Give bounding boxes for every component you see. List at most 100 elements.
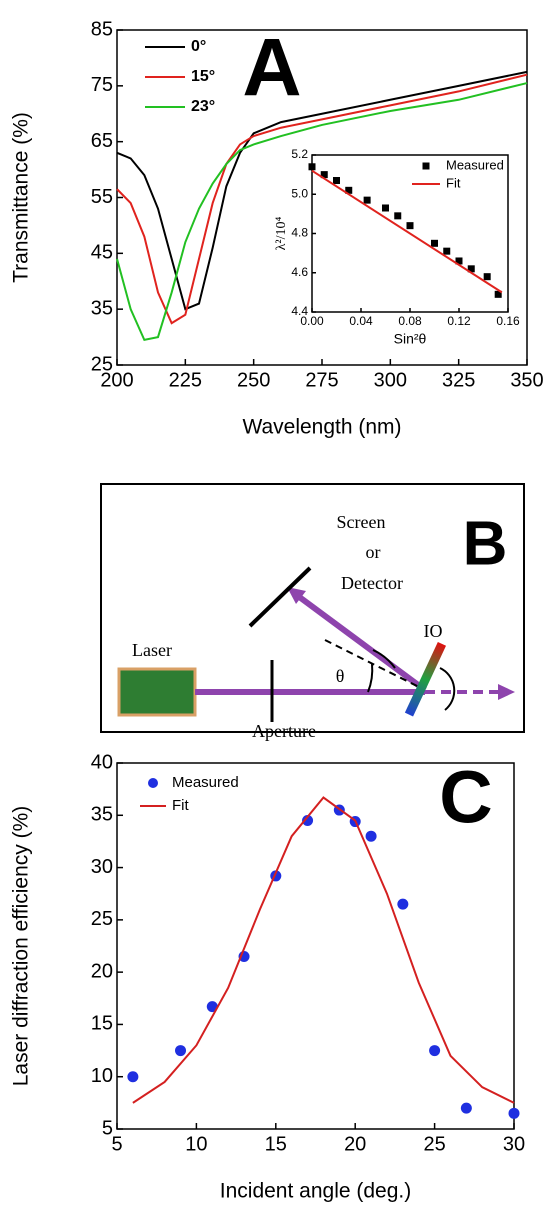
label: IO <box>424 621 443 641</box>
y-tick-label: 45 <box>91 242 113 264</box>
series-line <box>116 70 528 311</box>
point <box>320 171 328 179</box>
point <box>302 815 314 827</box>
label: or <box>366 542 381 562</box>
legend-swatch <box>422 162 430 170</box>
screen <box>248 566 312 628</box>
angle-arc <box>367 663 374 693</box>
legend-swatch <box>148 778 158 788</box>
point <box>455 257 463 265</box>
point <box>397 898 409 910</box>
x-tick-label: 300 <box>374 369 407 391</box>
y-tick-label: 4.4 <box>291 304 308 318</box>
point <box>508 1107 520 1119</box>
point <box>365 830 377 842</box>
point <box>206 1001 218 1013</box>
point <box>443 247 451 255</box>
point <box>127 1071 139 1083</box>
diagram-frame <box>100 483 525 733</box>
x-tick-label: 0.12 <box>447 314 471 328</box>
point <box>308 163 316 171</box>
beam-diffracted <box>296 593 427 693</box>
series-line <box>116 82 528 342</box>
diagram: Screen or Detector B Laser Aperture θ IO <box>100 483 525 741</box>
point <box>394 212 402 220</box>
point <box>363 196 371 204</box>
y-tick-label: 40 <box>91 751 113 773</box>
point <box>429 1045 441 1057</box>
y-tick-label: 5.2 <box>291 147 308 161</box>
sample <box>404 641 447 717</box>
x-tick-label: 325 <box>442 369 475 391</box>
x-tick-label: 30 <box>503 1133 525 1155</box>
legend-label: Fit <box>172 797 189 814</box>
point <box>345 186 353 194</box>
label: Aperture <box>252 721 316 741</box>
legend-label: 15° <box>191 68 215 85</box>
label: Detector <box>341 573 403 593</box>
y-tick-label: 55 <box>91 186 113 208</box>
arrow <box>287 587 306 604</box>
legend-label: Measured <box>172 774 239 791</box>
x-axis-label: Wavelength (nm) <box>242 416 401 439</box>
normal-line <box>324 639 426 691</box>
point <box>382 204 389 212</box>
point <box>483 273 491 281</box>
point <box>494 290 502 298</box>
rotation-arrow <box>439 667 456 711</box>
x-axis-label: Sin²θ <box>394 331 427 347</box>
x-tick-label: 0.04 <box>349 314 373 328</box>
y-tick-label: 25 <box>91 908 113 930</box>
series-line <box>311 169 503 294</box>
series-line <box>132 796 515 1104</box>
x-tick-label: 225 <box>169 369 202 391</box>
y-tick-label: 35 <box>91 297 113 319</box>
point <box>431 239 438 247</box>
panel-letter: C <box>439 756 492 839</box>
label: Laser <box>132 640 172 660</box>
y-tick-label: 75 <box>91 74 113 96</box>
y-tick-label: 35 <box>91 804 113 826</box>
point <box>175 1045 187 1057</box>
y-tick-label: 65 <box>91 130 113 152</box>
panel-letter: B <box>463 509 508 578</box>
series-line <box>116 73 528 325</box>
x-tick-label: 200 <box>100 369 133 391</box>
y-tick-label: 4.8 <box>291 226 308 240</box>
legend-label: Measured <box>446 157 504 172</box>
point <box>467 265 475 273</box>
y-axis-label: Transmittance (%) <box>10 112 33 283</box>
y-axis-label: Laser diffraction efficiency (%) <box>10 806 33 1087</box>
arrow <box>498 684 515 700</box>
x-tick-label: 25 <box>423 1133 445 1155</box>
x-tick-label: 15 <box>265 1133 287 1155</box>
point <box>460 1102 472 1114</box>
plot-frame <box>116 762 515 1130</box>
y-tick-label: 4.6 <box>291 265 308 279</box>
laser-box <box>117 667 197 717</box>
y-tick-label: 30 <box>91 856 113 878</box>
x-tick-label: 20 <box>344 1133 366 1155</box>
y-tick-label: 20 <box>91 960 113 982</box>
y-tick-label: 10 <box>91 1065 113 1087</box>
angle-arc <box>372 649 396 669</box>
y-tick-label: 5 <box>102 1117 113 1139</box>
x-axis-label: Incident angle (deg.) <box>220 1180 411 1203</box>
label: θ <box>336 666 345 686</box>
y-tick-label: 15 <box>91 1013 113 1035</box>
x-tick-label: 0.00 <box>300 314 324 328</box>
label: Screen <box>337 512 386 532</box>
y-tick-label: 85 <box>91 18 113 40</box>
legend-label: 23° <box>191 98 215 115</box>
y-tick-label: 5.0 <box>291 186 308 200</box>
inset-background <box>282 150 518 347</box>
y-tick-label: 25 <box>91 353 113 375</box>
x-tick-label: 0.16 <box>496 314 520 328</box>
point <box>333 177 340 185</box>
point <box>406 222 414 230</box>
legend-label: Fit <box>446 175 461 190</box>
x-tick-label: 275 <box>305 369 338 391</box>
x-tick-label: 250 <box>237 369 270 391</box>
x-tick-label: 350 <box>510 369 543 391</box>
